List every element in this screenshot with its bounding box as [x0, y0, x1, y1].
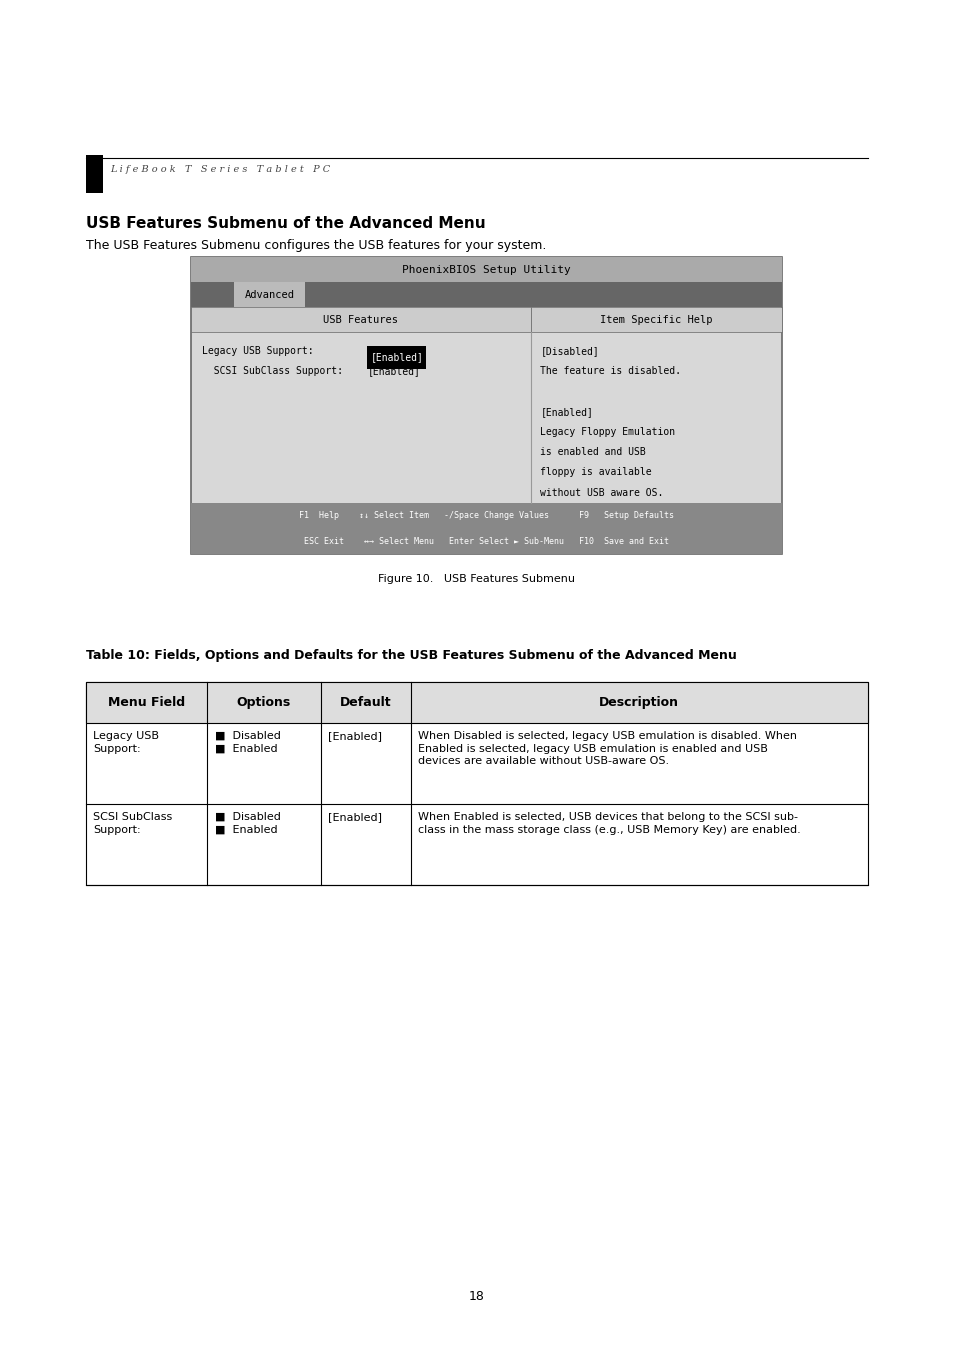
Text: The USB Features Submenu configures the USB features for your system.: The USB Features Submenu configures the …: [86, 239, 546, 253]
Text: USB Features Submenu of the Advanced Menu: USB Features Submenu of the Advanced Men…: [86, 216, 485, 231]
Bar: [191, 528, 781, 554]
Text: The feature is disabled.: The feature is disabled.: [539, 366, 680, 376]
Text: ■  Disabled
■  Enabled: ■ Disabled ■ Enabled: [214, 812, 280, 835]
Text: ESC Exit    ↔→ Select Menu   Enter Select ► Sub-Menu   F10  Save and Exit: ESC Exit ↔→ Select Menu Enter Select ► S…: [304, 536, 668, 546]
Text: Table 10: Fields, Options and Defaults for the USB Features Submenu of the Advan: Table 10: Fields, Options and Defaults f…: [86, 648, 736, 662]
Bar: [86, 682, 867, 885]
Bar: [191, 257, 781, 282]
Text: Legacy USB Support:: Legacy USB Support:: [202, 346, 314, 355]
Text: Advanced: Advanced: [244, 289, 294, 300]
Text: Figure 10.   USB Features Submenu: Figure 10. USB Features Submenu: [378, 574, 575, 584]
Text: [Enabled]: [Enabled]: [539, 407, 593, 416]
Text: SCSI SubClass
Support:: SCSI SubClass Support:: [93, 812, 172, 835]
Text: [Enabled]: [Enabled]: [328, 731, 382, 740]
Text: Default: Default: [339, 696, 391, 709]
Text: When Disabled is selected, legacy USB emulation is disabled. When
Enabled is sel: When Disabled is selected, legacy USB em…: [417, 731, 797, 766]
Text: PhoenixBIOS Setup Utility: PhoenixBIOS Setup Utility: [402, 265, 570, 274]
Text: 18: 18: [469, 1290, 484, 1304]
Bar: [191, 503, 781, 528]
Text: [Enabled]: [Enabled]: [370, 353, 423, 362]
Text: is enabled and USB: is enabled and USB: [539, 447, 645, 457]
Text: F1  Help    ↕↓ Select Item   -/Space Change Values      F9   Setup Defaults: F1 Help ↕↓ Select Item -/Space Change Va…: [298, 511, 674, 520]
Text: Item Specific Help: Item Specific Help: [599, 315, 712, 324]
Text: USB Features: USB Features: [323, 315, 398, 324]
Text: without USB aware OS.: without USB aware OS.: [539, 488, 663, 497]
Text: Menu Field: Menu Field: [108, 696, 185, 709]
Text: [Disabled]: [Disabled]: [539, 346, 598, 355]
Text: Description: Description: [598, 696, 679, 709]
Bar: [191, 282, 781, 307]
Bar: [367, 346, 426, 369]
Text: Legacy Floppy Emulation: Legacy Floppy Emulation: [539, 427, 675, 436]
Bar: [530, 307, 781, 332]
Text: L i f e B o o k   T   S e r i e s   T a b l e t   P C: L i f e B o o k T S e r i e s T a b l e …: [110, 165, 330, 174]
Text: ■  Disabled
■  Enabled: ■ Disabled ■ Enabled: [214, 731, 280, 754]
Text: [Enabled]: [Enabled]: [367, 366, 419, 376]
Bar: [191, 307, 530, 332]
Text: SCSI SubClass Support:: SCSI SubClass Support:: [202, 366, 343, 376]
Text: floppy is available: floppy is available: [539, 467, 652, 477]
Text: When Enabled is selected, USB devices that belong to the SCSI sub-
class in the : When Enabled is selected, USB devices th…: [417, 812, 801, 835]
Bar: [86, 155, 103, 193]
Bar: [191, 257, 781, 554]
Text: [Enabled]: [Enabled]: [328, 812, 382, 821]
Text: Legacy USB
Support:: Legacy USB Support:: [93, 731, 159, 754]
Text: Options: Options: [236, 696, 291, 709]
Bar: [233, 282, 305, 307]
Bar: [86, 682, 867, 723]
